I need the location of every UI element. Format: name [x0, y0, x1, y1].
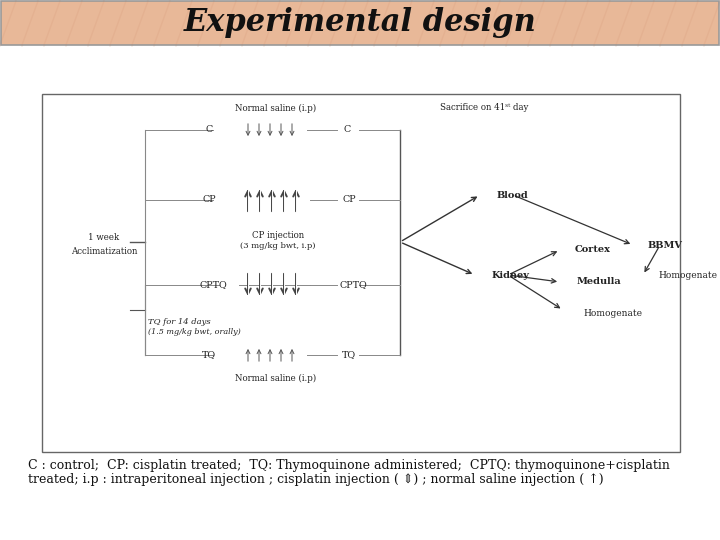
Text: CP injection: CP injection [252, 232, 304, 240]
FancyBboxPatch shape [1, 1, 719, 45]
Text: Homogenate: Homogenate [658, 271, 717, 280]
Text: CPTQ: CPTQ [339, 280, 367, 289]
Text: Blood: Blood [497, 191, 528, 199]
Text: CPTQ: CPTQ [199, 280, 227, 289]
Text: treated; i.p : intraperitoneal injection ; cisplatin injection ( ⇕) ; normal sal: treated; i.p : intraperitoneal injection… [28, 474, 603, 487]
Text: 1 week: 1 week [89, 233, 120, 242]
Text: Kidney: Kidney [492, 271, 530, 280]
Text: CP: CP [342, 195, 356, 205]
Text: CP: CP [202, 195, 216, 205]
Text: C : control;  CP: cisplatin treated;  TQ: Thymoquinone administered;  CPTQ: thym: C : control; CP: cisplatin treated; TQ: … [28, 460, 670, 472]
Text: Normal saline (i.p): Normal saline (i.p) [235, 374, 317, 382]
Text: Experimental design: Experimental design [184, 8, 536, 38]
Text: TQ: TQ [202, 350, 216, 360]
Text: Normal saline (i.p): Normal saline (i.p) [235, 104, 317, 112]
Text: TQ: TQ [342, 350, 356, 360]
Text: Homogenate: Homogenate [583, 308, 642, 318]
Text: Medulla: Medulla [577, 278, 622, 287]
Text: Sacrifice on 41ˢᵗ day: Sacrifice on 41ˢᵗ day [440, 104, 528, 112]
Text: C: C [343, 125, 351, 134]
Text: BBMV: BBMV [648, 240, 683, 249]
Text: (1.5 mg/kg bwt, orally): (1.5 mg/kg bwt, orally) [148, 328, 240, 336]
Text: Acclimatization: Acclimatization [71, 247, 138, 256]
Text: C: C [205, 125, 212, 134]
Text: (3 mg/kg bwt, i.p): (3 mg/kg bwt, i.p) [240, 242, 316, 250]
Text: TQ for 14 days: TQ for 14 days [148, 318, 211, 326]
FancyBboxPatch shape [42, 94, 680, 452]
Text: Cortex: Cortex [575, 246, 611, 254]
